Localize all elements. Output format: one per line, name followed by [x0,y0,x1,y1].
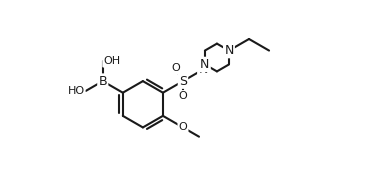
Text: O: O [178,122,187,132]
Text: O: O [178,91,187,101]
Text: O: O [171,63,180,73]
Text: OH: OH [103,56,120,66]
Text: N: N [200,58,210,71]
Text: S: S [179,75,187,88]
Text: B: B [99,75,107,88]
Text: HO: HO [67,86,85,96]
Text: N: N [198,63,208,76]
Text: N: N [224,44,234,57]
